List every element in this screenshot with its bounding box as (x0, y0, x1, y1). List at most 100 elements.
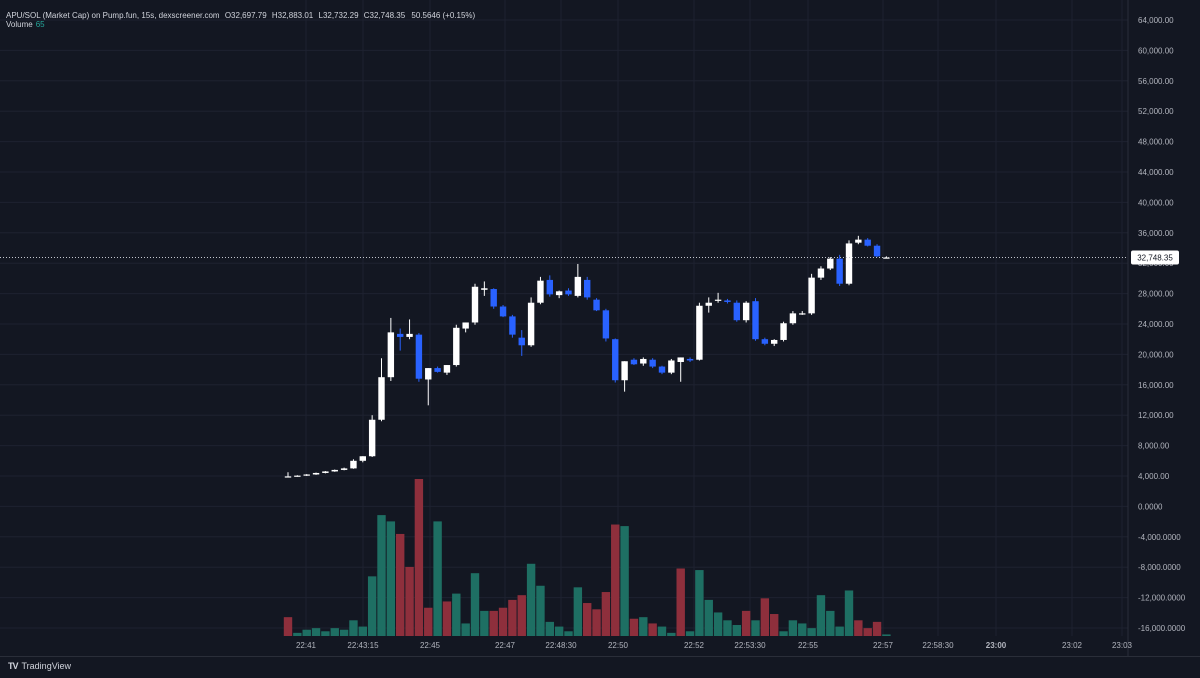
candle-body (827, 258, 834, 269)
volume-bar (396, 533, 405, 636)
change-value: 50.5646 (+0.15%) (411, 11, 476, 20)
volume-bar (732, 625, 741, 636)
volume-bar (349, 620, 358, 636)
last-price-label: 32,748.35 (1137, 254, 1173, 263)
chart-legend: APU/SOL (Market Cap) on Pump.fun, 15s, d… (6, 10, 475, 21)
price-axis[interactable]: 64,000.00 60,000.00 56,000.00 52,000.00 48,0… (1127, 0, 1186, 656)
time-axis[interactable]: 22:41 22:43:15 22:45 22:47 22:48:30 22:50 22:5… (296, 641, 1133, 650)
time-tick-label: 22:45 (420, 641, 441, 650)
candle-body (397, 333, 404, 337)
candle-body (752, 301, 759, 340)
candle-body (630, 359, 638, 365)
volume-bar (554, 626, 564, 636)
volume-label[interactable]: Volume (6, 20, 33, 29)
volume-bar (405, 566, 414, 636)
candle-body (518, 337, 525, 346)
volume-bar (611, 524, 620, 636)
volume-bar (854, 620, 863, 636)
volume-bar (835, 626, 844, 636)
volume-bar (293, 632, 302, 636)
high-value: 32,883.01 (277, 11, 314, 20)
price-tick-label: 40,000.00 (1138, 198, 1174, 207)
volume-bar (433, 521, 442, 636)
tradingview-logo-icon: TV (8, 661, 18, 671)
candle-body (855, 239, 862, 243)
candle-body (808, 277, 815, 314)
candle-body (284, 476, 292, 478)
volume-bar (330, 628, 339, 636)
candle-body (359, 456, 366, 461)
last-price-line: 32,748.35 (0, 250, 1179, 265)
volume-bar (882, 634, 891, 636)
tradingview-logo[interactable]: TV TradingView (8, 661, 71, 671)
tradingview-brand: TradingView (21, 661, 72, 671)
symbol-title[interactable]: APU/SOL (Market Cap) on Pump.fun, 15s, d… (6, 11, 220, 20)
volume-bar (526, 563, 536, 636)
volume-bar (760, 598, 770, 636)
candle-body (584, 279, 591, 298)
candle-body (593, 299, 600, 311)
candle-body (780, 323, 787, 340)
low-label: L (318, 11, 323, 20)
candles (284, 235, 890, 478)
volume-bar (283, 617, 293, 636)
volume-bar (826, 610, 835, 636)
candle-body (565, 290, 572, 295)
grid-lines (0, 0, 1128, 636)
price-tick-label: 60,000.00 (1138, 46, 1174, 55)
open-value: 32,697.79 (231, 11, 267, 20)
volume-bar (545, 621, 554, 636)
volume-bar (508, 599, 517, 636)
price-tick-label: 44,000.00 (1138, 168, 1174, 177)
volume-bar (386, 521, 396, 636)
candle-body (883, 257, 890, 259)
volume-bar (639, 617, 648, 636)
price-tick-label: -16,000.0000 (1138, 624, 1186, 633)
volume-bar (657, 626, 667, 636)
candle-body (817, 268, 825, 278)
candle-body (864, 239, 871, 246)
volume-bar (367, 576, 377, 636)
time-tick-label: 22:48:30 (545, 641, 577, 650)
low-value: 32,732.29 (322, 11, 359, 20)
price-tick-label: 24,000.00 (1138, 320, 1174, 329)
candle-body (686, 358, 694, 361)
volume-bar (517, 595, 526, 636)
candle-body (574, 276, 582, 296)
volume-bar (872, 621, 882, 636)
candle-body (612, 339, 619, 381)
candle-body (322, 471, 329, 473)
price-tick-label: 28,000.00 (1138, 290, 1174, 299)
price-tick-label: 4,000.00 (1138, 472, 1170, 481)
candle-body (481, 288, 488, 290)
price-tick-label: 48,000.00 (1138, 138, 1174, 147)
time-tick-label: 22:53:30 (734, 641, 766, 650)
volume-bar (751, 620, 760, 636)
volume-bar (648, 623, 657, 636)
volume-bar (311, 628, 321, 636)
volume-bar (685, 631, 695, 636)
candle-body (303, 474, 310, 476)
candle-body (799, 313, 806, 315)
volume-bar (592, 609, 601, 636)
volume-bar (770, 614, 779, 636)
price-tick-label: 20,000.00 (1138, 350, 1174, 359)
candle-body (537, 280, 544, 303)
candle-body (668, 360, 675, 373)
footer-bar (0, 656, 1200, 678)
last-price-label-box (1131, 250, 1179, 265)
volume-bar (470, 573, 480, 636)
volume-bar (807, 628, 816, 636)
candle-body (836, 258, 843, 284)
price-tick-label: 56,000.00 (1138, 77, 1174, 86)
volume-bar (620, 526, 629, 636)
time-tick-label: 23:03 (1112, 641, 1133, 650)
volume-bar (498, 607, 508, 636)
candle-body (378, 377, 385, 420)
candle-body (443, 365, 451, 373)
candle-body (499, 306, 507, 317)
candle-body (368, 419, 376, 457)
volume-bar (816, 595, 826, 636)
candle-body (873, 245, 881, 257)
